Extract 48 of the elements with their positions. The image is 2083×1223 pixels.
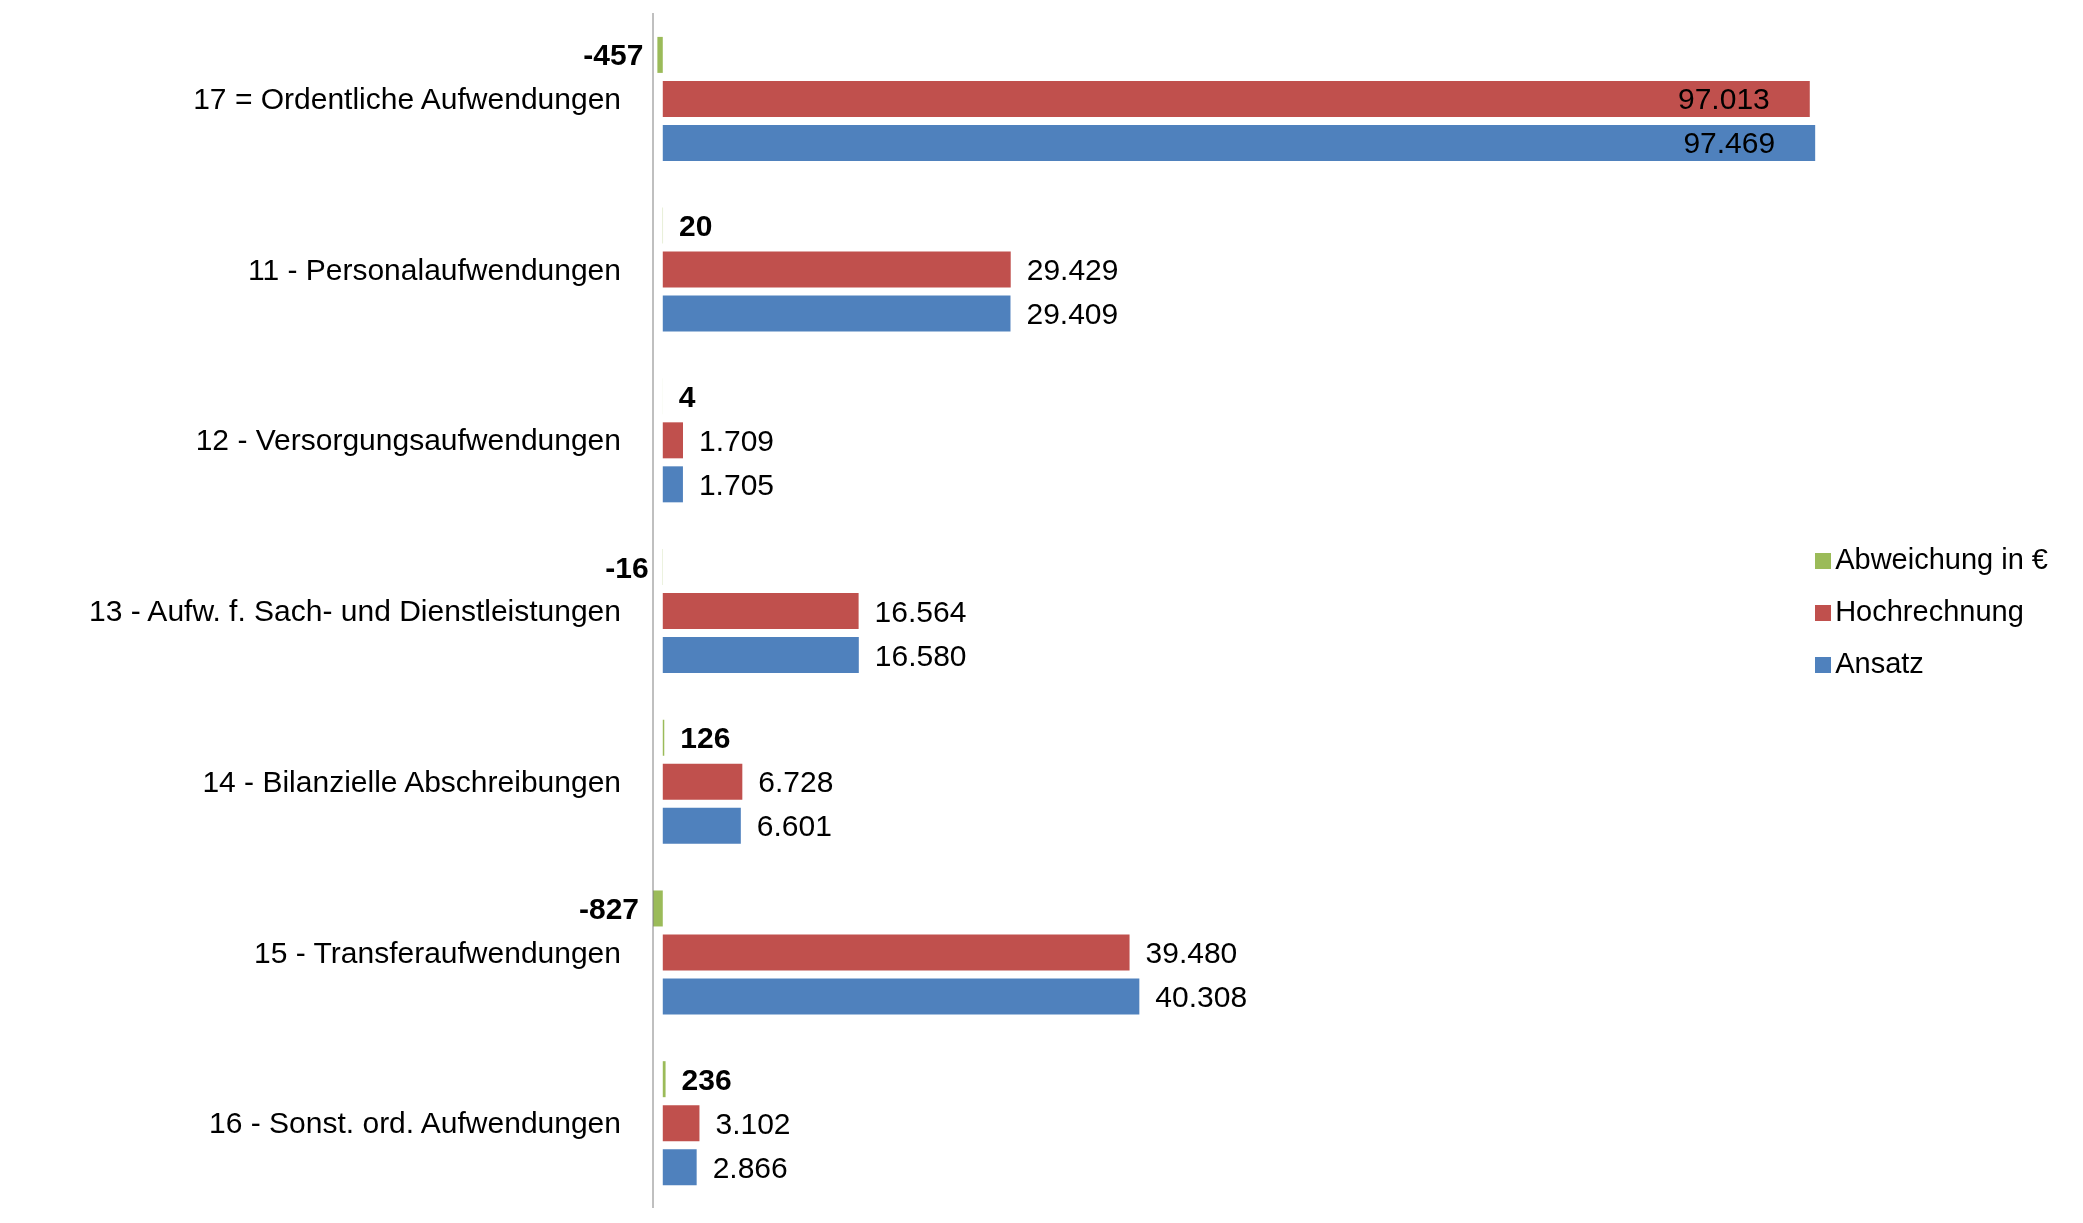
data-label: 2.866 [712, 1150, 788, 1184]
bar [662, 637, 859, 674]
legend-label: Abweichung in € [1835, 542, 2048, 575]
y-tick-label: 11 - Personalaufwendungen [247, 252, 621, 286]
bar [662, 1105, 700, 1142]
data-label: 16.580 [874, 638, 967, 672]
bar [653, 890, 663, 927]
data-label: 126 [680, 721, 731, 755]
data-label: 3.102 [715, 1106, 791, 1140]
bar [662, 466, 683, 503]
data-label: 6.601 [756, 809, 832, 843]
y-tick-label: 17 = Ordentliche Aufwendungen [193, 82, 621, 116]
y-tick-label: 14 - Bilanzielle Abschreibungen [202, 764, 621, 798]
bar [662, 251, 1011, 288]
bar [662, 763, 743, 800]
bar [662, 934, 1130, 971]
legend-label: Ansatz [1835, 646, 1924, 679]
bar [662, 978, 1140, 1015]
data-label: -457 [583, 38, 644, 72]
data-label: 40.308 [1155, 979, 1248, 1013]
data-label: 97.013 [1678, 82, 1770, 116]
legend-label: Hochrechnung [1835, 594, 2024, 627]
data-label: 20 [679, 209, 713, 243]
data-label: -16 [605, 550, 649, 584]
data-label: 29.429 [1026, 253, 1119, 287]
data-label: -827 [578, 891, 639, 925]
y-tick-label: 12 - Versorgungsaufwendungen [195, 423, 621, 457]
bar [662, 807, 741, 844]
bar [662, 422, 683, 459]
y-tick-label: 15 - Transferaufwendungen [254, 935, 621, 969]
bar [657, 36, 663, 73]
y-tick-label: 13 - Aufw. f. Sach- und Dienstleistungen [89, 594, 621, 628]
data-label: 16.564 [874, 594, 967, 628]
data-label: 4 [678, 379, 696, 413]
bar [662, 593, 859, 630]
bar [662, 1061, 666, 1098]
data-label: 29.409 [1026, 297, 1119, 331]
bar [662, 295, 1011, 332]
bar [662, 80, 1810, 117]
data-label: 39.480 [1145, 935, 1238, 969]
data-label: 1.705 [698, 467, 775, 501]
bar [662, 1149, 697, 1186]
y-tick-label: 16 - Sonst. ord. Aufwendungen [209, 1106, 621, 1140]
data-label: 236 [681, 1062, 732, 1096]
data-label: 1.709 [698, 423, 775, 457]
data-label: 6.728 [758, 765, 834, 799]
data-label: 97.469 [1683, 126, 1776, 160]
bar [662, 124, 1816, 161]
